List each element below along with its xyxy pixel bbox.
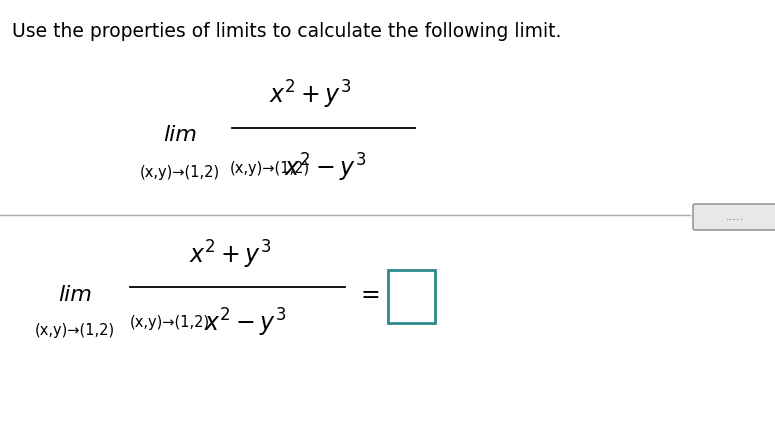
Text: lim: lim [58,285,92,305]
Text: (x,y)→(1,2): (x,y)→(1,2) [230,160,310,176]
FancyBboxPatch shape [693,204,775,230]
Text: (x,y)→(1,2): (x,y)→(1,2) [140,165,220,180]
Text: $x^2 + y^3$: $x^2 + y^3$ [189,239,271,271]
Text: (x,y)→(1,2): (x,y)→(1,2) [35,323,115,338]
Text: Use the properties of limits to calculate the following limit.: Use the properties of limits to calculat… [12,22,561,41]
Text: (x,y)→(1,2): (x,y)→(1,2) [130,316,210,330]
Text: $x^2 + y^3$: $x^2 + y^3$ [269,79,351,111]
Text: $x^2 - y^3$: $x^2 - y^3$ [284,152,366,184]
Text: lim: lim [163,125,197,145]
Text: $x^2 - y^3$: $x^2 - y^3$ [204,307,286,339]
Text: =: = [360,283,380,307]
Text: .....: ..... [726,212,744,222]
Bar [388,270,435,323]
